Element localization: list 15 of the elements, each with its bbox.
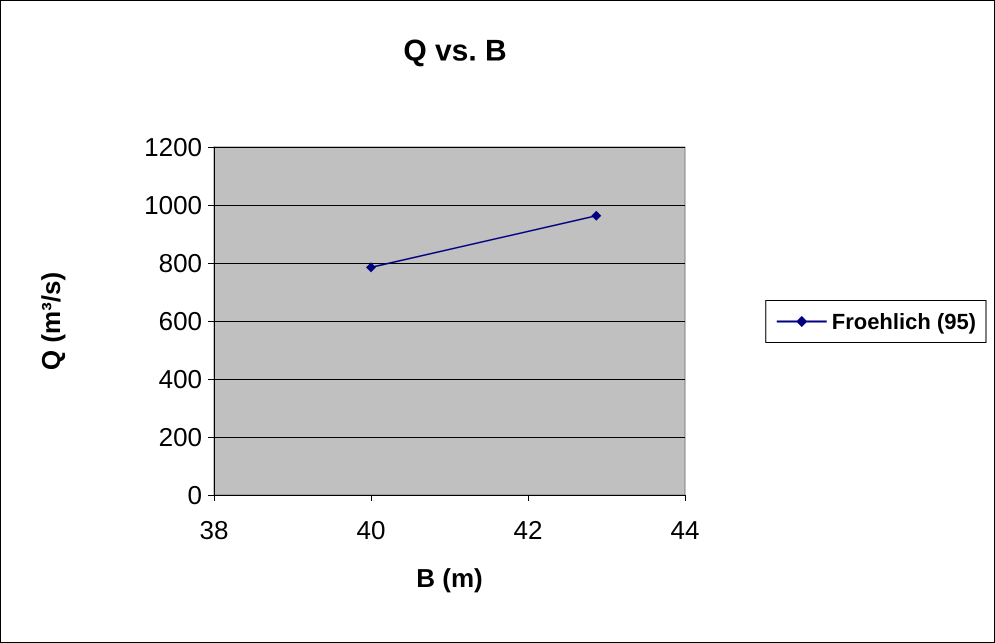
y-tick-label: 400: [158, 364, 202, 394]
y-tick-label: 800: [158, 248, 202, 278]
chart-title: Q vs. B: [403, 34, 507, 68]
x-tick-label: 40: [356, 515, 386, 545]
y-tick-label: 1000: [144, 190, 202, 220]
y-tick-label: 0: [188, 480, 202, 510]
x-tick-label: 38: [200, 515, 228, 545]
legend-label: Froehlich (95): [832, 309, 976, 334]
x-tick-label: 42: [514, 515, 542, 545]
x-tick-label: 44: [670, 515, 700, 545]
y-axis-title: Q (m³/s): [36, 272, 66, 370]
x-axis-title: B (m): [416, 563, 483, 593]
y-tick-label: 600: [158, 306, 202, 336]
y-tick-label: 200: [158, 422, 202, 452]
y-tick-label: 1200: [144, 132, 202, 162]
